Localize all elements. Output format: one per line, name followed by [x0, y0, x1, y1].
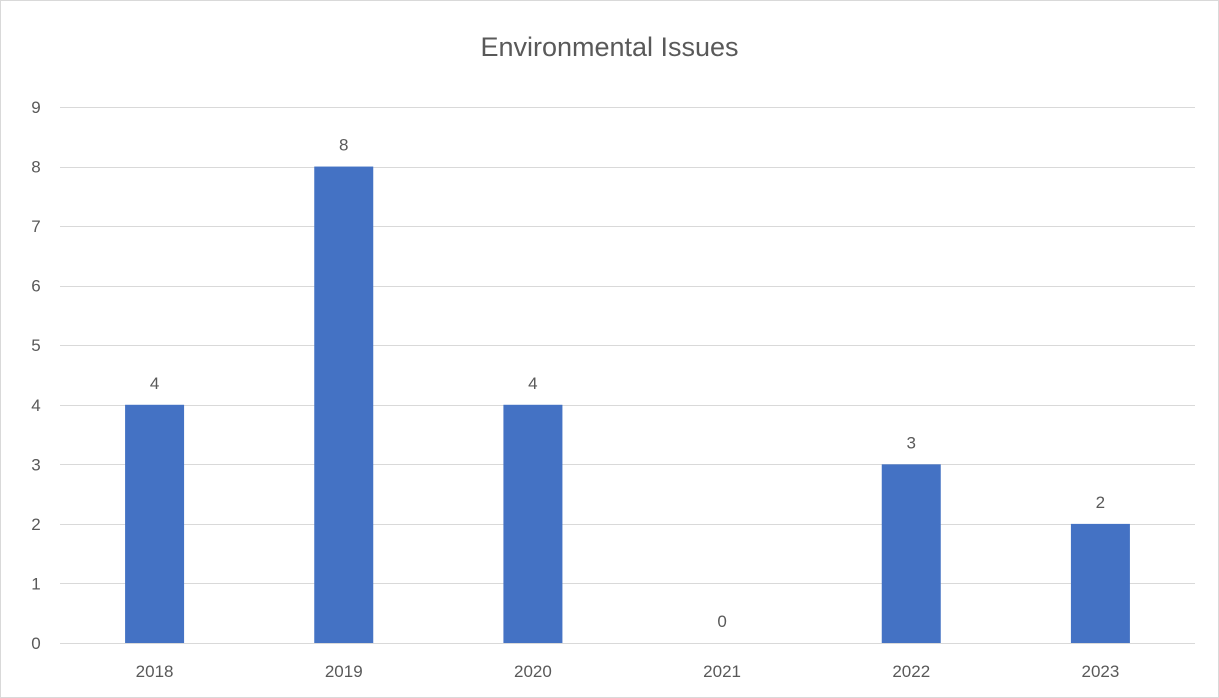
bar-2022: [881, 464, 941, 643]
y-tick-label: 7: [31, 217, 40, 236]
bar-2019: [314, 166, 374, 644]
x-tick-label-2020: 2020: [514, 662, 552, 681]
data-label-2023: 2: [1096, 493, 1105, 512]
data-label-2018: 4: [150, 374, 159, 393]
data-label-2020: 4: [528, 374, 537, 393]
y-tick-label: 3: [31, 455, 40, 474]
bar-2020: [503, 404, 563, 643]
bar-2023: [1070, 523, 1130, 643]
data-labels: 4 8 4 0 3 2: [150, 136, 1105, 631]
y-tick-label: 8: [31, 158, 40, 177]
y-tick-label: 2: [31, 515, 40, 534]
bars: [125, 166, 1130, 644]
y-tick-label: 6: [31, 277, 40, 296]
x-tick-label-2019: 2019: [325, 662, 363, 681]
y-tick-label: 4: [31, 396, 40, 415]
y-tick-label: 0: [31, 634, 40, 653]
data-label-2022: 3: [907, 433, 916, 452]
x-tick-label-2023: 2023: [1082, 662, 1120, 681]
data-label-2019: 8: [339, 136, 348, 155]
data-label-2021: 0: [717, 612, 726, 631]
y-tick-label: 9: [31, 98, 40, 117]
bar-2018: [125, 404, 185, 643]
y-tick-label: 5: [31, 336, 40, 355]
chart-title: Environmental Issues: [480, 32, 739, 62]
y-tick-label: 1: [31, 574, 40, 593]
x-tick-label-2022: 2022: [892, 662, 930, 681]
x-axis-tick-labels: 2018 2019 2020 2021 2022 2023: [136, 662, 1120, 681]
x-tick-label-2021: 2021: [703, 662, 741, 681]
x-tick-label-2018: 2018: [136, 662, 174, 681]
y-axis-tick-labels: 0 1 2 3 4 5 6 7 8 9: [31, 98, 40, 653]
gridlines: [60, 107, 1195, 644]
